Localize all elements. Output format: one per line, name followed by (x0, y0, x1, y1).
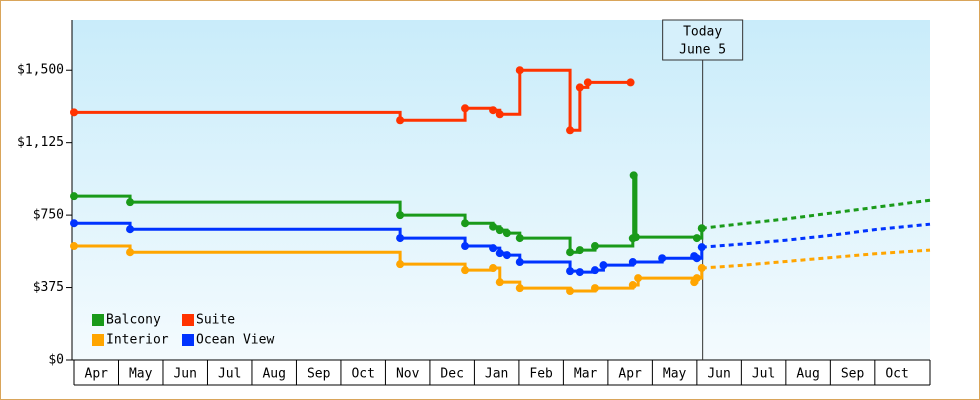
y-tick-label: $750 (33, 208, 64, 223)
price-point (495, 249, 504, 258)
x-tick-label: Sep (841, 367, 865, 382)
x-tick-label: Feb (529, 367, 553, 382)
price-point (590, 284, 599, 293)
x-tick-label: May (663, 367, 687, 382)
x-tick-label: Nov (396, 367, 420, 382)
forecast-line (701, 198, 931, 230)
price-point (489, 222, 498, 231)
legend-label: Interior (106, 333, 169, 348)
legend-swatch (92, 334, 104, 346)
x-tick-label: Mar (574, 367, 598, 382)
price-point (590, 242, 599, 251)
price-point (495, 226, 504, 235)
price-point (396, 116, 405, 125)
price-point (515, 258, 524, 267)
price-point (629, 171, 638, 180)
price-point (461, 104, 470, 113)
x-tick-label: Jun (707, 367, 730, 382)
price-point (566, 126, 575, 135)
price-point (70, 242, 78, 251)
legend-label: Balcony (106, 313, 161, 328)
legend-swatch (92, 314, 104, 326)
price-point (566, 267, 575, 276)
price-point (495, 278, 504, 287)
price-point (626, 78, 635, 87)
price-point (126, 225, 135, 234)
today-label: June 5 (679, 43, 726, 58)
x-tick-label: Aug (262, 367, 285, 382)
price-point (515, 284, 524, 293)
legend-swatch (182, 334, 194, 346)
forecast-line (701, 248, 931, 270)
price-point (396, 234, 405, 243)
price-point (575, 268, 584, 277)
price-point (634, 274, 643, 283)
price-point (502, 229, 511, 238)
price-point (461, 219, 470, 228)
price-point (396, 260, 405, 269)
price-point (590, 266, 599, 275)
price-point (489, 106, 498, 115)
price-point (583, 78, 592, 87)
price-point (515, 66, 524, 75)
price-point (70, 219, 78, 228)
price-point (575, 83, 584, 92)
price-point (489, 244, 498, 253)
price-point (658, 254, 667, 263)
price-point (502, 251, 511, 260)
price-point (461, 242, 470, 251)
plot-area (72, 20, 930, 360)
forecast-line (701, 222, 931, 249)
y-tick-label: $1,125 (17, 135, 64, 150)
price-point (692, 274, 701, 283)
legend-label: Suite (196, 313, 235, 328)
price-point (599, 261, 608, 270)
x-tick-label: Jun (173, 367, 196, 382)
price-point (515, 234, 524, 243)
x-tick-label: Apr (85, 367, 109, 382)
legend-swatch (182, 314, 194, 326)
x-tick-label: Jul (218, 367, 241, 382)
today-label: Today (683, 25, 722, 40)
price-point (489, 264, 498, 273)
x-tick-label: Aug (796, 367, 819, 382)
price-point (575, 246, 584, 255)
x-tick-label: Jan (485, 367, 508, 382)
price-point (692, 234, 701, 243)
y-tick-label: $1,500 (17, 63, 64, 78)
price-point (495, 110, 504, 119)
legend-label: Ocean View (196, 333, 274, 348)
x-tick-label: Sep (307, 367, 331, 382)
x-tick-label: Jul (752, 367, 775, 382)
price-point (461, 266, 470, 275)
price-point (566, 287, 575, 296)
price-point (628, 281, 637, 290)
price-point (631, 233, 640, 242)
price-point (70, 108, 78, 117)
price-point (566, 248, 575, 257)
price-point (70, 192, 78, 201)
x-tick-label: Apr (618, 367, 642, 382)
x-tick-label: Oct (885, 367, 908, 382)
price-point (396, 211, 405, 220)
x-tick-label: Dec (440, 367, 463, 382)
x-tick-label: May (129, 367, 153, 382)
y-tick-label: $0 (48, 353, 64, 368)
price-point (692, 254, 701, 263)
price-point (628, 258, 637, 267)
price-point (126, 198, 135, 207)
x-tick-label: Oct (351, 367, 374, 382)
today-box (662, 19, 744, 61)
y-tick-label: $375 (33, 280, 64, 295)
price-point (126, 248, 135, 257)
